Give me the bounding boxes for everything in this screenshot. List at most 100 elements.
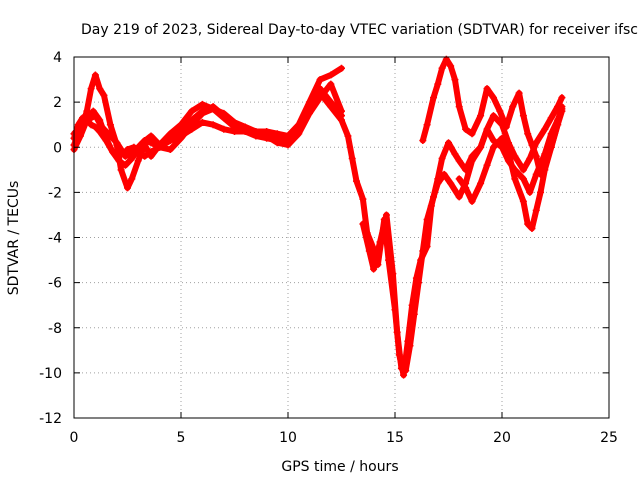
data-point: [519, 197, 527, 205]
data-point: [489, 112, 497, 120]
data-point: [519, 112, 527, 120]
data-point: [532, 206, 540, 214]
data-point: [273, 134, 281, 142]
x-axis-label: GPS time / hours: [281, 459, 398, 475]
series-4: [70, 89, 345, 160]
data-point: [483, 85, 491, 93]
data-point: [316, 89, 324, 97]
data-point: [419, 136, 427, 144]
data-point: [344, 132, 352, 140]
data-point: [434, 179, 442, 187]
data-point: [519, 166, 527, 174]
chart-title: Day 219 of 2023, Sidereal Day-to-day VTE…: [81, 22, 638, 38]
data-point: [489, 143, 497, 151]
data-point: [389, 270, 397, 278]
data-point: [526, 155, 534, 163]
data-point: [524, 130, 532, 138]
series-7: [419, 55, 566, 178]
y-tick-label: -10: [39, 366, 62, 382]
data-point: [451, 76, 459, 84]
data-point: [220, 112, 228, 120]
data-point: [138, 139, 146, 147]
data-point: [327, 103, 335, 111]
data-point: [376, 238, 384, 246]
data-point: [370, 265, 378, 273]
x-tick-label: 10: [279, 430, 297, 446]
data-point: [423, 215, 431, 223]
data-point: [477, 179, 485, 187]
data-point: [554, 121, 562, 129]
data-point: [87, 85, 95, 93]
y-axis-label: SDTVAR / TECUs: [6, 181, 22, 296]
data-point: [462, 125, 470, 133]
data-point: [198, 100, 206, 108]
data-point: [423, 121, 431, 129]
data-point: [106, 121, 114, 129]
data-point: [468, 197, 476, 205]
data-point: [166, 130, 174, 138]
x-tick-label: 25: [600, 430, 618, 446]
data-point: [393, 328, 401, 336]
data-point: [515, 89, 523, 97]
data-point: [106, 132, 114, 140]
data-point: [430, 193, 438, 201]
data-point: [498, 134, 506, 142]
data-point: [430, 94, 438, 102]
data-point: [284, 139, 292, 147]
data-point: [316, 76, 324, 84]
data-point: [113, 139, 121, 147]
data-point: [528, 224, 536, 232]
data-point: [231, 121, 238, 129]
data-point: [124, 184, 131, 192]
data-point: [188, 107, 196, 115]
data-point: [483, 161, 491, 169]
y-tick-label: -6: [48, 276, 62, 292]
data-point: [397, 364, 405, 372]
data-point: [447, 179, 455, 187]
data-point: [166, 136, 174, 144]
data-point: [76, 132, 84, 140]
data-point: [504, 148, 512, 156]
data-point: [359, 220, 367, 228]
y-tick-label: 0: [53, 140, 62, 156]
y-tick-label: -8: [48, 321, 62, 337]
data-point: [327, 71, 335, 79]
data-point: [83, 116, 91, 124]
series-trace: [359, 94, 565, 374]
x-tick-label: 20: [493, 430, 511, 446]
data-point: [402, 367, 410, 375]
data-point: [128, 175, 136, 183]
data-point: [121, 152, 129, 160]
data-point: [87, 121, 95, 129]
data-marks: [70, 55, 566, 379]
data-point: [147, 152, 155, 160]
x-tick-label: 15: [386, 430, 404, 446]
y-tick-label: 4: [53, 50, 62, 66]
data-point: [528, 141, 536, 149]
series-trace: [338, 105, 565, 379]
data-point: [445, 139, 452, 147]
data-point: [547, 143, 555, 151]
series-trace: [71, 65, 345, 191]
data-point: [352, 177, 360, 185]
data-point: [447, 62, 455, 70]
series-6: [359, 94, 566, 375]
data-point: [198, 118, 206, 126]
data-point: [455, 103, 463, 111]
data-point: [156, 141, 164, 149]
data-point: [338, 64, 345, 72]
data-point: [477, 112, 485, 120]
y-tick-label: 2: [53, 95, 62, 111]
data-point: [209, 121, 217, 129]
data-point: [121, 161, 129, 169]
data-point: [100, 91, 108, 99]
data-point: [327, 80, 335, 88]
data-point: [365, 247, 373, 255]
data-point: [438, 64, 446, 72]
y-tick-label: -12: [39, 411, 62, 427]
data-point: [241, 125, 249, 133]
data-point: [524, 220, 532, 228]
data-point: [455, 175, 463, 183]
data-point: [338, 116, 345, 124]
